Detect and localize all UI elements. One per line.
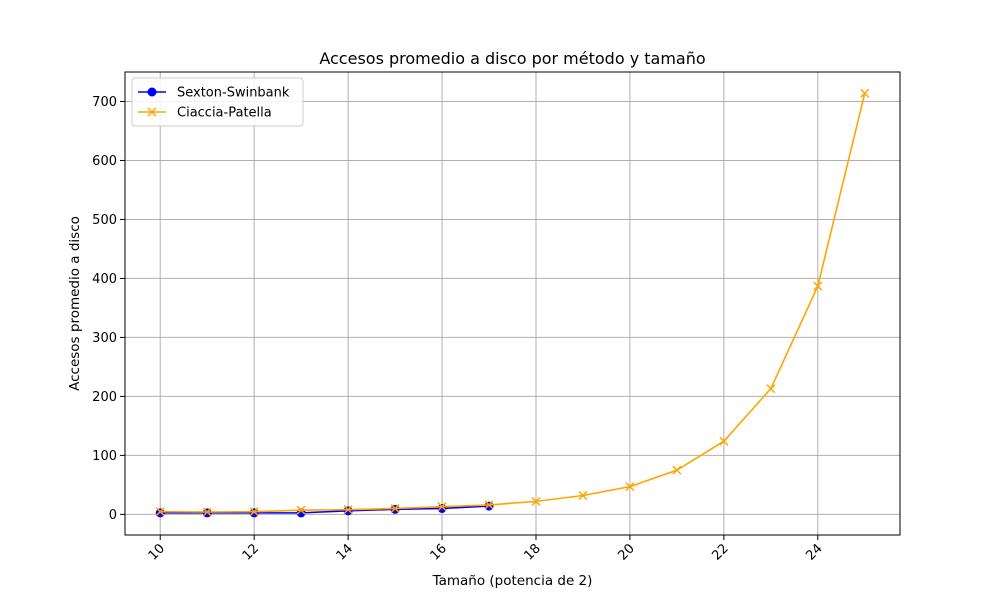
plot-frame bbox=[124, 71, 901, 536]
series-1-point bbox=[343, 505, 353, 515]
series-1-point bbox=[390, 503, 400, 513]
legend: Sexton-Swinbank Ciaccia-Patella bbox=[131, 77, 304, 127]
y-axis: 0 100 200 300 400 500 600 700 bbox=[92, 95, 125, 523]
legend-item-0: Sexton-Swinbank bbox=[138, 86, 290, 101]
series-1-point bbox=[813, 281, 823, 291]
legend-swatch-marker bbox=[147, 87, 157, 97]
series-1-point bbox=[202, 507, 212, 517]
series-0-point bbox=[484, 501, 494, 511]
y-tick-label: 500 bbox=[92, 213, 117, 228]
y-tick-label: 100 bbox=[92, 449, 117, 464]
y-tick-label: 0 bbox=[109, 508, 117, 523]
series-layer bbox=[155, 88, 870, 518]
y-tick-label: 400 bbox=[92, 272, 117, 287]
series-0-point bbox=[343, 506, 353, 516]
legend-label: Sexton-Swinbank bbox=[177, 86, 290, 101]
legend-swatch-marker bbox=[147, 107, 157, 117]
series-0-line bbox=[160, 505, 490, 514]
legend-label: Ciaccia-Patella bbox=[177, 106, 272, 121]
series-1-point bbox=[296, 505, 306, 515]
y-tick-label: 200 bbox=[92, 390, 117, 405]
legend-box bbox=[131, 77, 304, 127]
series-1-point bbox=[484, 500, 494, 510]
legend-item-1: Ciaccia-Patella bbox=[138, 106, 272, 121]
series-1-point bbox=[531, 496, 541, 506]
series-1-point bbox=[860, 88, 870, 98]
y-tick-label: 600 bbox=[92, 154, 117, 169]
series-0-point bbox=[249, 508, 259, 518]
series-0-point bbox=[155, 508, 165, 518]
series-1-point bbox=[672, 465, 682, 475]
series-1-point bbox=[155, 507, 165, 517]
series-1-point bbox=[766, 384, 776, 394]
series-1-point bbox=[249, 507, 259, 517]
y-tick-label: 700 bbox=[92, 95, 117, 110]
series-1-point bbox=[578, 490, 588, 501]
y-tick-label: 300 bbox=[92, 331, 117, 346]
series-1-point bbox=[625, 482, 635, 492]
series-1 bbox=[155, 88, 870, 517]
y-axis-title: Accesos promedio a disco bbox=[67, 216, 83, 391]
x-axis-title: Tamaño (potencia de 2) bbox=[432, 573, 593, 589]
series-1-line bbox=[160, 93, 866, 513]
series-1-point bbox=[719, 436, 729, 446]
chart-title: Accesos promedio a disco por método y ta… bbox=[319, 49, 705, 68]
series-1-point bbox=[437, 502, 447, 512]
